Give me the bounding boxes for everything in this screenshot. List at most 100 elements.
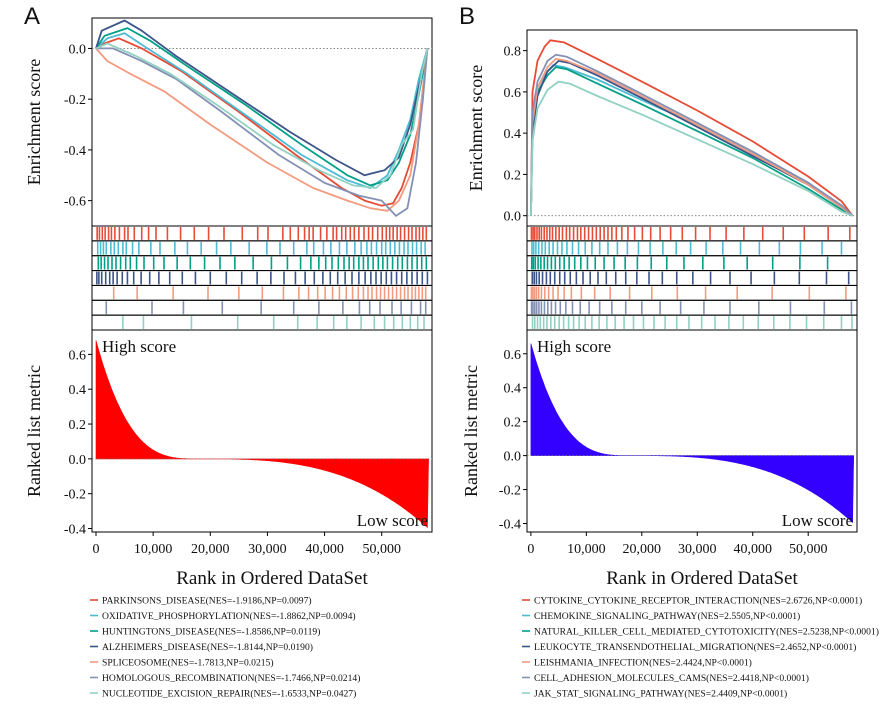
x-tick-label: 30,000 <box>248 542 287 557</box>
ranked-metric-area <box>95 340 429 529</box>
es-series-line-5 <box>95 47 429 212</box>
panel-a: 0.0 -0.2 -0.4 -0.6 Enrichment score 0.6 0.4 0.2… <box>24 17 433 700</box>
hit-row-7 <box>526 314 858 331</box>
hit-row-4 <box>526 270 858 286</box>
ranked-metric-area <box>530 343 855 524</box>
es-y-tick-label: 0.8 <box>504 45 522 60</box>
hit-row-frame <box>526 240 858 257</box>
legend-item-5: LEISHMANIA_INFECTION(NES=2.4424,NP<0.000… <box>522 658 752 669</box>
hit-row-2 <box>91 240 433 257</box>
low-score-label: Low score <box>782 511 853 530</box>
legend-label: LEUKOCYTE_TRANSENDOTHELIAL_MIGRATION(NES… <box>534 642 856 653</box>
x-tick-label: 50,000 <box>789 542 828 557</box>
metric-y-tick-label: 0.0 <box>504 450 522 465</box>
legend-item-1: CYTOKINE_CYTOKINE_RECEPTOR_INTERACTION(N… <box>522 596 862 607</box>
metric-panel-frame <box>526 329 858 533</box>
x-axis-label: Rank in Ordered DataSet <box>606 568 798 589</box>
hit-row-2 <box>526 240 858 257</box>
es-y-tick-label: 0.4 <box>504 127 522 142</box>
es-y-tick-label: 0.0 <box>69 42 87 57</box>
es-series-line-3 <box>95 27 429 187</box>
hit-row-frame <box>526 314 858 331</box>
es-series-line-7 <box>530 80 853 217</box>
high-score-label: High score <box>537 337 611 356</box>
hit-row-1 <box>91 225 433 242</box>
es-series-line-3 <box>530 66 854 217</box>
legend-label: HOMOLOGOUS_RECOMBINATION(NES=-1.7466,NP=… <box>102 673 360 684</box>
panel-a-letter: A <box>24 3 40 30</box>
legend-label: OXIDATIVE_PHOSPHORYLATION(NES=-1.8862,NP… <box>102 611 356 622</box>
es-y-tick-label: -0.4 <box>64 144 86 159</box>
es-y-tick-label: 0.6 <box>504 86 522 101</box>
legend-item-4: ALZHEIMERS_DISEASE(NES=-1.8144,NP=0.0190… <box>90 642 313 653</box>
metric-y-tick-label: 0.4 <box>504 382 522 397</box>
metric-panel-frame <box>91 329 433 533</box>
x-tick-label: 0 <box>527 542 534 557</box>
legend-label: LEISHMANIA_INFECTION(NES=2.4424,NP<0.000… <box>534 658 752 669</box>
legend-label: CHEMOKINE_SIGNALING_PATHWAY(NES=2.5505,N… <box>534 611 800 622</box>
es-y-axis-label: Enrichment score <box>24 59 44 185</box>
legend-item-2: OXIDATIVE_PHOSPHORYLATION(NES=-1.8862,NP… <box>90 611 356 622</box>
legend-label: CYTOKINE_CYTOKINE_RECEPTOR_INTERACTION(N… <box>534 596 862 607</box>
es-y-tick-label: -0.6 <box>64 195 86 210</box>
metric-y-tick-label: -0.4 <box>499 518 521 533</box>
hit-row-frame <box>526 255 858 272</box>
x-tick-label: 20,000 <box>191 542 230 557</box>
legend-label: SPLICEOSOME(NES=-1.7813,NP=0.0215) <box>102 658 274 669</box>
legend-item-2: CHEMOKINE_SIGNALING_PATHWAY(NES=2.5505,N… <box>522 611 800 622</box>
hit-row-6 <box>526 299 858 316</box>
legend-item-7: NUCLEOTIDE_EXCISION_REPAIR(NES=-1.6533,N… <box>90 689 356 700</box>
legend-item-3: HUNTINGTONS_DISEASE(NES=-1.8586,NP=0.011… <box>90 627 320 638</box>
hit-row-3 <box>526 255 858 272</box>
x-tick-label: 10,000 <box>567 542 606 557</box>
metric-y-tick-label: 0.0 <box>69 453 87 468</box>
legend-label: ALZHEIMERS_DISEASE(NES=-1.8144,NP=0.0190… <box>102 642 313 653</box>
es-y-tick-label: 0.2 <box>504 168 522 183</box>
legend-item-6: HOMOLOGOUS_RECOMBINATION(NES=-1.7466,NP=… <box>90 673 360 684</box>
metric-y-tick-label: 0.6 <box>504 348 522 363</box>
metric-y-tick-label: -0.2 <box>499 484 521 499</box>
x-tick-label: 0 <box>93 542 100 557</box>
x-tick-label: 40,000 <box>733 542 772 557</box>
hit-row-3 <box>91 255 433 272</box>
legend-label: HUNTINGTONS_DISEASE(NES=-1.8586,NP=0.011… <box>102 627 320 638</box>
es-series-line-4 <box>530 60 854 217</box>
legend-item-5: SPLICEOSOME(NES=-1.7813,NP=0.0215) <box>90 658 274 669</box>
panel-b: 0.8 0.6 0.4 0.2 0.0 Enrichment score 0.6 0.4 0.2… <box>461 29 879 700</box>
legend-label: PARKINSONS_DISEASE(NES=-1.9186,NP=0.0097… <box>102 596 312 607</box>
es-series-line-4 <box>95 19 429 177</box>
hit-row-frame <box>91 299 433 316</box>
es-series-line-7 <box>95 42 429 189</box>
high-score-label: High score <box>102 337 176 356</box>
hit-row-frame <box>526 299 858 316</box>
legend-item-7: JAK_STAT_SIGNALING_PATHWAY(NES=2.4409,NP… <box>522 689 787 700</box>
es-series-line-6 <box>530 53 854 217</box>
x-tick-label: 50,000 <box>362 542 401 557</box>
es-y-tick-label: -0.2 <box>64 93 86 108</box>
legend-label: JAK_STAT_SIGNALING_PATHWAY(NES=2.4409,NP… <box>534 689 787 700</box>
es-y-tick-label: 0.0 <box>504 210 522 225</box>
es-series-line-2 <box>95 32 429 189</box>
legend-item-4: LEUKOCYTE_TRANSENDOTHELIAL_MIGRATION(NES… <box>522 642 856 653</box>
x-axis-label: Rank in Ordered DataSet <box>176 568 368 589</box>
es-series-line-1 <box>530 39 854 217</box>
metric-y-tick-label: 0.4 <box>69 383 87 398</box>
hit-row-frame <box>91 255 433 272</box>
legend-label: CELL_ADHESION_MOLECULES_CAMS(NES=2.4418,… <box>534 673 809 684</box>
legend-label: NUCLEOTIDE_EXCISION_REPAIR(NES=-1.6533,N… <box>102 689 356 700</box>
hit-row-frame <box>526 284 858 301</box>
panel-b-letter: B <box>459 3 475 30</box>
metric-y-axis-label: Ranked list metric <box>461 365 481 497</box>
metric-y-tick-label: 0.2 <box>504 416 522 431</box>
x-tick-label: 10,000 <box>134 542 173 557</box>
hit-row-frame <box>526 225 858 242</box>
low-score-label: Low score <box>357 511 428 530</box>
metric-y-tick-label: -0.2 <box>64 488 86 503</box>
es-series-line-5 <box>530 58 854 217</box>
metric-y-tick-label: -0.4 <box>64 523 86 538</box>
hit-row-1 <box>526 225 858 242</box>
hit-row-frame <box>91 225 433 242</box>
hit-row-5 <box>526 284 858 301</box>
x-tick-label: 40,000 <box>305 542 344 557</box>
